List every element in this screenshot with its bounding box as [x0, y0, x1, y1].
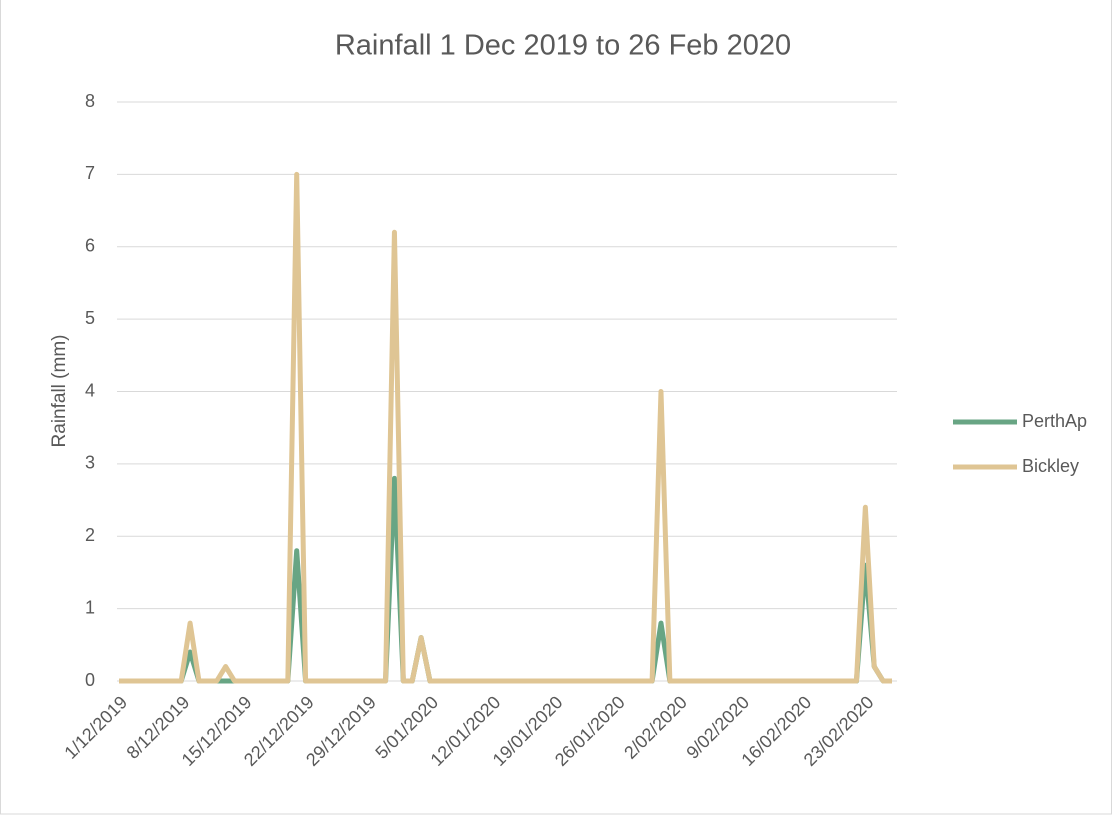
y-tick-label: 2 [85, 525, 95, 545]
legend-label: PerthAp [1022, 411, 1087, 431]
y-axis-label: Rainfall (mm) [49, 335, 70, 448]
legend-label: Bickley [1022, 456, 1079, 476]
y-tick-label: 8 [85, 91, 95, 111]
y-tick-label: 4 [85, 380, 95, 400]
y-tick-label: 1 [85, 597, 95, 617]
y-tick-label: 5 [85, 308, 95, 328]
y-tick-label: 0 [85, 670, 95, 690]
y-tick-label: 3 [85, 453, 95, 473]
y-tick-label: 6 [85, 236, 95, 256]
y-tick-label: 7 [85, 163, 95, 183]
line-series [119, 171, 892, 684]
chart-title: Rainfall 1 Dec 2019 to 26 Feb 2020 [335, 30, 791, 62]
